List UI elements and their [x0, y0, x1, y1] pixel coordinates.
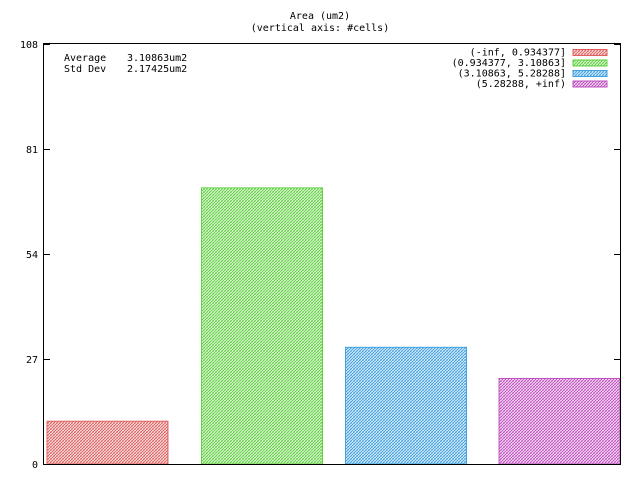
bar-1 [46, 420, 169, 465]
stddev-label: Std Dev [64, 64, 106, 75]
legend-swatch-1 [572, 49, 608, 56]
chart-subtitle: (vertical axis: #cells) [251, 23, 389, 34]
bars-group [46, 187, 621, 465]
legend-label-2: (0.934377, 3.10863] [452, 58, 566, 69]
stats-box: Average 3.10863um2 Std Dev 2.17425um2 [64, 53, 187, 75]
legend-swatch-2 [572, 59, 608, 67]
legend-swatch-4 [572, 80, 608, 88]
legend-swatch-3 [572, 70, 608, 77]
y-tick-label: 54 [26, 250, 38, 261]
bar-4 [498, 377, 621, 465]
legend: (-inf, 0.934377](0.934377, 3.10863](3.10… [452, 48, 608, 90]
legend-label-4: (5.28288, +inf) [476, 79, 566, 90]
y-axis: 0 27 54 81 108 [20, 40, 620, 471]
legend-label-1: (-inf, 0.934377] [470, 48, 566, 59]
y-tick-label: 0 [32, 460, 38, 471]
average-value: 3.10863um2 [127, 53, 187, 64]
legend-label-3: (3.10863, 5.28288] [458, 69, 566, 80]
bar-3 [345, 346, 467, 465]
y-tick-label: 81 [26, 145, 38, 156]
y-tick-label: 27 [26, 355, 38, 366]
bar-2 [201, 187, 323, 465]
average-label: Average [64, 53, 106, 64]
plot-frame [43, 43, 621, 465]
stddev-value: 2.17425um2 [127, 64, 187, 75]
chart-title: Area (um2) [290, 11, 350, 22]
y-tick-label: 108 [20, 40, 38, 51]
